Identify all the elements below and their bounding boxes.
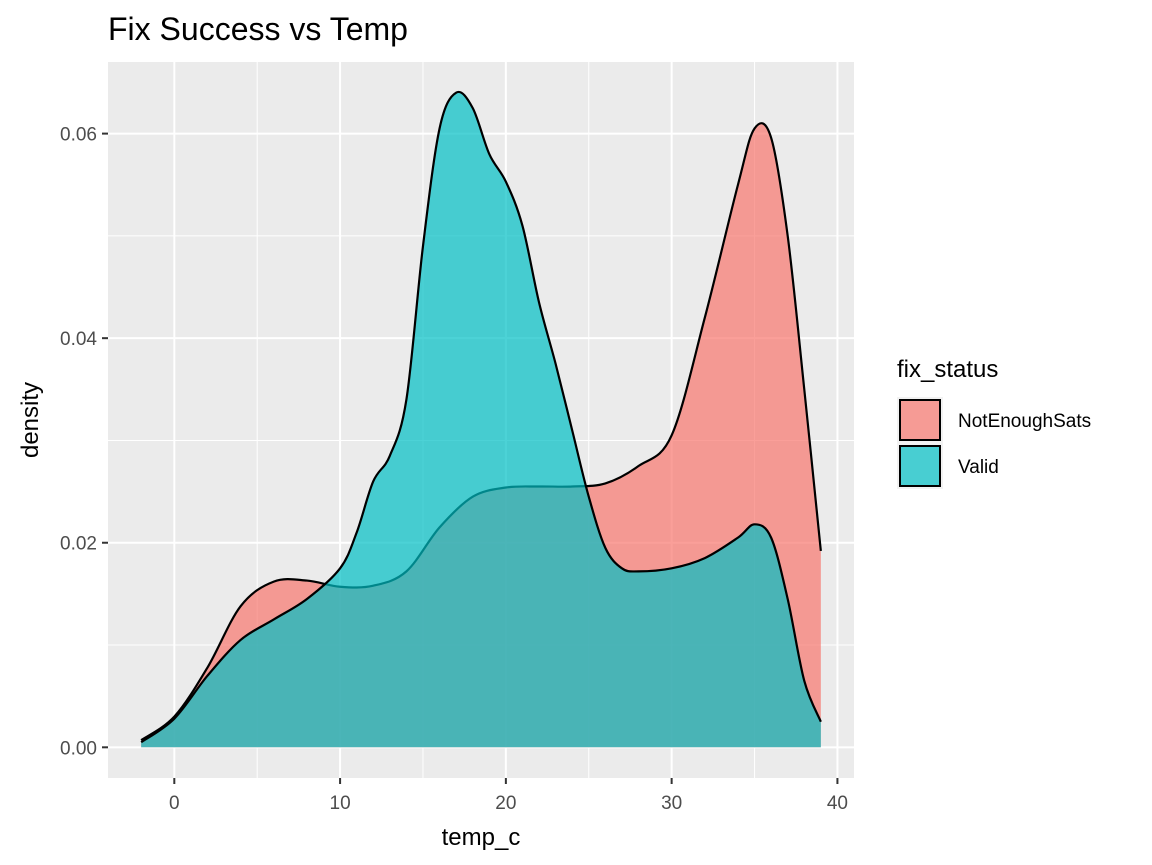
x-tick-label: 40 [827, 793, 848, 814]
x-tick-label: 10 [330, 793, 351, 814]
y-tick-label: 0.04 [60, 329, 97, 350]
legend-item: NotEnoughSats [897, 397, 1091, 443]
legend-label: Valid [958, 457, 999, 478]
y-tick-label: 0.06 [60, 125, 97, 146]
x-tick-label: 0 [169, 793, 180, 814]
axes: 0 10 20 30 40 0.00 0.02 0.04 0.06 [60, 125, 848, 814]
legend-item: Valid [897, 443, 999, 489]
chart-title: Fix Success vs Temp [108, 11, 408, 47]
x-tick-label: 30 [661, 793, 682, 814]
legend-swatch [899, 445, 941, 487]
y-tick-label: 0.00 [60, 738, 97, 759]
x-tick-label: 20 [495, 793, 516, 814]
density-areas [140, 90, 822, 748]
legend-swatch [899, 399, 941, 441]
y-tick-label: 0.02 [60, 534, 97, 555]
legend: fix_status NotEnoughSats Valid [897, 356, 1091, 489]
legend-title: fix_status [897, 356, 998, 383]
density-area-valid [141, 91, 821, 748]
x-axis-title: temp_c [442, 824, 521, 851]
legend-label: NotEnoughSats [958, 411, 1091, 432]
density-line-valid [140, 90, 822, 744]
y-axis-title: density [17, 382, 44, 458]
